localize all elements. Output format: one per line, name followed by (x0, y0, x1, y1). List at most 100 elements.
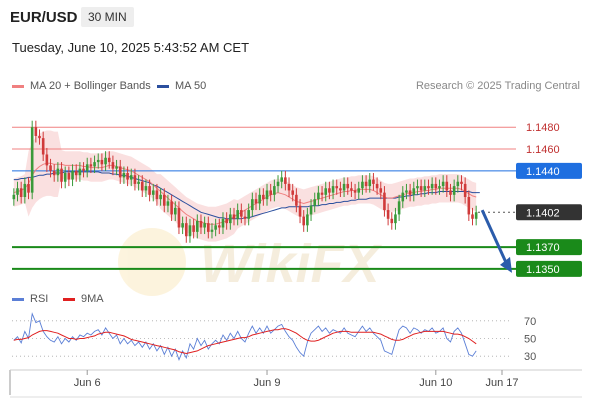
candle-body (16, 188, 19, 195)
candle-body (126, 173, 129, 180)
candle-body (247, 210, 250, 219)
level-label-1.1402: 1.1402 (526, 207, 560, 219)
candle-body (159, 194, 162, 200)
candle-body (408, 190, 412, 195)
x-tick-label: Jun 6 (74, 377, 101, 389)
rsi-tick-50: 50 (524, 334, 536, 346)
candle-body (118, 166, 122, 178)
candle-body (133, 175, 137, 184)
candle-body (232, 214, 236, 219)
candle-body (438, 186, 441, 189)
candle-body (67, 173, 71, 180)
timeframe-badge[interactable]: 30 MIN (81, 7, 134, 27)
watermark-text: WikiFX (200, 234, 383, 294)
candle-body (394, 214, 397, 224)
candle-body (254, 199, 258, 204)
watermark: WikiFX (118, 228, 383, 296)
candle-body (474, 212, 478, 219)
candle-body (295, 194, 298, 206)
candle-body (298, 205, 302, 217)
candle-body (89, 164, 93, 167)
candle-body (320, 192, 324, 195)
candle-body (276, 181, 280, 187)
candle-body (63, 173, 67, 182)
candle-body (19, 188, 23, 197)
candle-body (122, 173, 126, 178)
candle-body (262, 194, 265, 200)
legend-9ma: 9MA (63, 293, 104, 305)
x-tick-label: Jun 9 (254, 377, 281, 389)
candle-body (162, 194, 166, 206)
rsi-swatch (12, 297, 24, 301)
candle-body (350, 188, 353, 191)
candle-body (155, 190, 159, 200)
candle-body (78, 168, 82, 176)
candle-body (74, 170, 78, 176)
candle-body (471, 214, 474, 219)
candle-body (291, 190, 295, 195)
candle-body (181, 223, 184, 228)
candle-body (243, 216, 247, 219)
candle-body (342, 183, 346, 191)
candle-body (85, 164, 89, 171)
candle-body (104, 157, 107, 165)
candle-body (284, 177, 287, 184)
symbol-label: EUR/USD (10, 9, 78, 26)
candle-body (30, 127, 34, 193)
x-tick-label: Jun 17 (485, 377, 518, 389)
candle-body (364, 181, 368, 187)
candle-body (317, 192, 320, 200)
legend-ma20-label: MA 20 + Bollinger Bands (30, 80, 151, 92)
candle-body (302, 216, 306, 226)
candle-body (199, 220, 203, 228)
candle-body (390, 218, 394, 224)
candle-body (221, 218, 225, 228)
level-badge-1.1350 (516, 260, 582, 277)
candle-body (218, 225, 221, 228)
candle-body (34, 127, 38, 136)
candle-body (60, 168, 63, 182)
candle-body (251, 199, 254, 211)
level-label-1.1350: 1.1350 (526, 264, 560, 276)
legend-ma20: MA 20 + Bollinger Bands (12, 80, 151, 92)
candle-body (361, 181, 364, 189)
candle-body (107, 157, 111, 163)
candle-body (188, 225, 192, 237)
candle-body (240, 210, 243, 217)
candle-body (434, 183, 438, 189)
candle-body (335, 186, 339, 189)
candle-body (115, 166, 118, 169)
rsi-ma9-line (13, 328, 477, 355)
legend-9ma-label: 9MA (81, 293, 104, 305)
candle-body (309, 205, 313, 215)
x-tick-label: Jun 10 (419, 377, 452, 389)
candle-body (339, 188, 342, 191)
candle-body (38, 135, 41, 139)
candle-body (93, 162, 96, 167)
candle-body (210, 229, 214, 232)
candle-body (397, 201, 401, 215)
level-label-1.1370: 1.1370 (526, 242, 560, 254)
candle-body (386, 210, 390, 219)
rsi-tick-70: 70 (524, 316, 536, 328)
candle-body (269, 190, 272, 195)
level-label-1.1480: 1.1480 (526, 122, 560, 134)
candle-body (177, 207, 181, 228)
candle-body (423, 186, 427, 191)
candle-body (280, 177, 283, 182)
candle-body (27, 183, 30, 193)
candle-body (184, 223, 188, 237)
candle-body (452, 186, 456, 195)
candle-body (460, 181, 463, 184)
candle-body (445, 181, 449, 191)
candle-body (41, 138, 45, 155)
candle-body (357, 188, 361, 193)
candle-body (144, 186, 148, 191)
candle-body (100, 159, 104, 165)
ma50-swatch (157, 84, 169, 88)
candle-body (82, 168, 85, 171)
legend-rsi-label: RSI (30, 293, 49, 305)
candle-body (375, 183, 379, 189)
candle-body (449, 190, 452, 195)
